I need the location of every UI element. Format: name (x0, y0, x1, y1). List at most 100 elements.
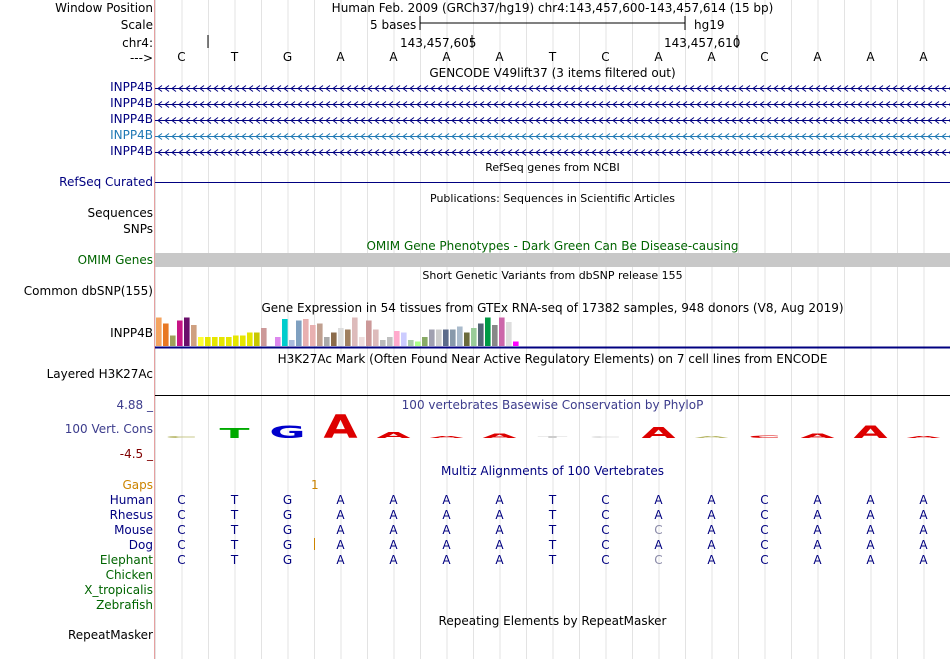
gtex-tissue-bar[interactable] (233, 335, 239, 347)
dbsnp-label[interactable]: Common dbSNP(155) (23, 284, 153, 298)
gtex-tissue-bar[interactable] (317, 323, 323, 347)
gtex-tissue-bar[interactable] (429, 329, 435, 347)
gtex-tissue-bar[interactable] (499, 317, 505, 347)
gtex-tissue-bar[interactable] (352, 317, 358, 347)
phylop-logo-base[interactable]: G (269, 422, 305, 440)
phylop-logo-base[interactable]: A (376, 431, 411, 440)
gtex-tissue-bar[interactable] (373, 329, 379, 347)
species-label[interactable]: X_tropicalis (84, 583, 153, 597)
gtex-tissue-bar[interactable] (366, 320, 372, 347)
species-label[interactable]: Zebrafish (96, 598, 153, 612)
publications-title[interactable]: Publications: Sequences in Scientific Ar… (430, 192, 675, 205)
h3k27ac-title[interactable]: H3K27Ac Mark (Often Found Near Active Re… (277, 352, 828, 366)
gtex-tissue-bar[interactable] (401, 332, 407, 347)
refseq-line[interactable] (155, 182, 950, 183)
dbsnp-title[interactable]: Short Genetic Variants from dbSNP releas… (422, 269, 683, 282)
gtex-tissue-bar[interactable] (478, 323, 484, 347)
gtex-tissue-bar[interactable] (268, 338, 274, 347)
gtex-tissue-bar[interactable] (163, 323, 169, 347)
gtex-tissue-bar[interactable] (226, 337, 232, 346)
gtex-tissue-bar[interactable] (282, 319, 288, 346)
gtex-tissue-bar[interactable] (331, 332, 337, 347)
gtex-tissue-bar[interactable] (443, 329, 449, 347)
gtex-tissue-bar[interactable] (170, 335, 176, 347)
gtex-tissue-bar[interactable] (464, 332, 470, 347)
gencode-gene-label[interactable]: INPP4B (110, 144, 153, 158)
gtex-tissue-bar[interactable] (240, 335, 246, 347)
gtex-tissue-bar[interactable] (422, 337, 428, 346)
sequences-label[interactable]: Sequences (87, 206, 153, 220)
phylop-logo-base[interactable]: A (641, 424, 676, 440)
gtex-tissue-bar[interactable] (471, 328, 477, 346)
phylop-logo-base[interactable]: A (323, 410, 357, 440)
gencode-transcripts[interactable] (155, 80, 950, 160)
omim-title[interactable]: OMIM Gene Phenotypes - Dark Green Can Be… (366, 239, 739, 253)
gtex-tissue-bar[interactable] (184, 317, 190, 347)
gtex-tissue-bar[interactable] (289, 340, 295, 346)
gtex-expression-chart[interactable] (155, 316, 950, 349)
gtex-tissue-bar[interactable] (359, 337, 365, 346)
gtex-tissue-bar[interactable] (212, 337, 218, 346)
gtex-tissue-bar[interactable] (492, 325, 498, 346)
omim-label[interactable]: OMIM Genes (77, 253, 153, 267)
gtex-tissue-bar[interactable] (380, 340, 386, 346)
gencode-gene-label[interactable]: INPP4B (110, 96, 153, 110)
gtex-title[interactable]: Gene Expression in 54 tissues from GTEx … (261, 301, 844, 315)
species-label[interactable]: Rhesus (109, 508, 153, 522)
h3k27ac-label[interactable]: Layered H3K27Ac (46, 367, 153, 381)
gtex-tissue-bar[interactable] (338, 328, 344, 346)
refseq-title[interactable]: RefSeq genes from NCBI (485, 161, 620, 174)
gtex-tissue-bar[interactable] (219, 337, 225, 346)
gencode-gene-label[interactable]: INPP4B (110, 80, 153, 94)
species-label[interactable]: Elephant (99, 553, 153, 567)
gtex-tissue-bar[interactable] (156, 317, 162, 347)
phylop-logo-base[interactable]: A (906, 436, 940, 439)
phylop-logo-base[interactable]: C (589, 436, 621, 439)
phylop-title[interactable]: 100 vertebrates Basewise Conservation by… (401, 398, 704, 412)
gtex-tissue-bar[interactable] (198, 337, 204, 346)
phylop-logo-base[interactable]: A (429, 435, 463, 438)
phylop-logo-base[interactable]: T (537, 436, 568, 439)
gtex-tissue-bar[interactable] (387, 337, 393, 346)
gtex-tissue-bar[interactable] (261, 328, 267, 346)
phylop-logo-base[interactable]: A (800, 433, 835, 440)
phylop-logo-base[interactable]: C (748, 435, 780, 439)
repeatmasker-label[interactable]: RepeatMasker (67, 628, 153, 642)
gtex-tissue-bar[interactable] (310, 325, 316, 346)
gencode-gene-label[interactable]: INPP4B (110, 112, 153, 126)
multiz-title[interactable]: Multiz Alignments of 100 Vertebrates (440, 464, 665, 478)
gtex-tissue-bar[interactable] (254, 332, 260, 347)
gtex-tissue-bar[interactable] (303, 319, 309, 346)
gtex-tissue-bar[interactable] (415, 341, 421, 347)
gtex-tissue-bar[interactable] (436, 329, 442, 347)
species-label[interactable]: Mouse (114, 523, 153, 537)
gtex-tissue-bar[interactable] (324, 337, 330, 346)
gtex-label[interactable]: INPP4B (110, 326, 153, 340)
gtex-tissue-bar[interactable] (247, 332, 253, 347)
phylop-logo-base[interactable]: T (219, 426, 249, 440)
species-label[interactable]: Human (109, 493, 153, 507)
species-label[interactable]: Dog (128, 538, 153, 552)
assembly-position-title[interactable]: Human Feb. 2009 (GRCh37/hg19) chr4:143,4… (331, 1, 774, 15)
gtex-tissue-bar[interactable] (457, 326, 463, 347)
gtex-tissue-bar[interactable] (296, 320, 302, 347)
gaps-label[interactable]: Gaps (122, 478, 153, 492)
gencode-gene-label[interactable]: INPP4B (110, 128, 153, 142)
phylop-label[interactable]: 100 Vert. Cons (64, 422, 153, 436)
gtex-tissue-bar[interactable] (506, 322, 512, 346)
gencode-title[interactable]: GENCODE V49lift37 (3 items filtered out) (429, 66, 676, 80)
gtex-tissue-bar[interactable] (205, 337, 211, 346)
gtex-tissue-bar[interactable] (394, 331, 400, 346)
omim-bar[interactable] (155, 253, 950, 267)
phylop-logo-base[interactable]: A (853, 422, 887, 440)
gtex-tissue-bar[interactable] (345, 329, 351, 347)
gtex-tissue-bar[interactable] (177, 320, 183, 347)
refseq-label[interactable]: RefSeq Curated (59, 175, 153, 189)
phylop-logo-base[interactable]: A (694, 435, 728, 438)
phylop-logo-base[interactable]: A (482, 433, 517, 440)
gtex-tissue-bar[interactable] (275, 337, 281, 346)
repeatmasker-title[interactable]: Repeating Elements by RepeatMasker (438, 614, 667, 628)
snps-label[interactable]: SNPs (123, 222, 153, 236)
gtex-tissue-bar[interactable] (191, 325, 197, 346)
